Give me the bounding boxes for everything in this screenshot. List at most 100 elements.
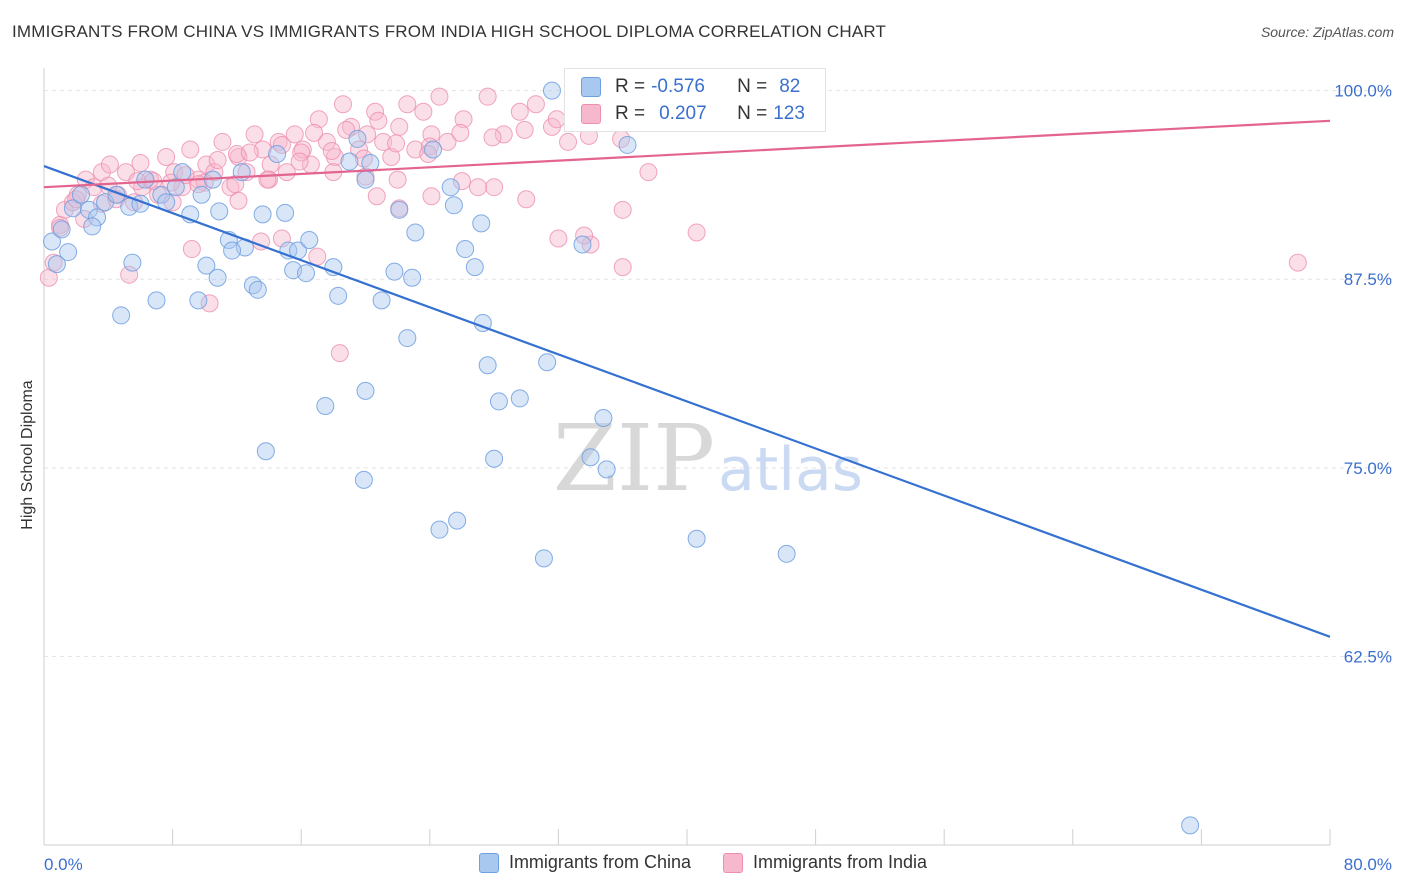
china-point <box>356 381 375 400</box>
y-tick-label: 62.5% <box>1344 647 1392 666</box>
y-tick-label: 100.0% <box>1334 82 1392 101</box>
china-point <box>256 442 275 461</box>
china-point <box>581 448 600 467</box>
axes <box>43 68 1331 846</box>
chart-title: IMMIGRANTS FROM CHINA VS IMMIGRANTS FROM… <box>12 22 887 41</box>
india-point <box>333 95 352 114</box>
china-point <box>777 544 796 563</box>
grid-lines <box>44 90 1392 657</box>
china-point <box>71 185 90 204</box>
china-point <box>472 214 491 233</box>
china-point <box>210 202 229 221</box>
watermark: ZIP atlas <box>553 405 863 512</box>
legend-label-china: Immigrants from China <box>508 852 691 872</box>
china-point <box>316 396 335 415</box>
india-point <box>430 87 449 106</box>
china-point <box>361 154 380 173</box>
china-point <box>276 203 295 222</box>
india-point <box>182 240 201 259</box>
india-point <box>208 151 227 170</box>
china-point <box>329 286 348 305</box>
india-points <box>39 87 1307 363</box>
india-point <box>687 223 706 242</box>
india-point <box>227 144 246 163</box>
india-point <box>240 143 259 162</box>
china-point <box>208 268 227 287</box>
india-point <box>451 123 470 142</box>
watermark-zip: ZIP <box>553 405 715 512</box>
india-point <box>277 163 296 182</box>
india-point <box>613 200 632 219</box>
y-tick-label: 87.5% <box>1344 270 1392 289</box>
india-r-value: 0.207 <box>659 103 707 124</box>
india-point <box>369 111 388 130</box>
china-point <box>268 144 287 163</box>
china-point <box>340 152 359 171</box>
india-point <box>388 170 407 189</box>
india-n-label: N = <box>737 103 768 124</box>
india-point <box>387 134 406 153</box>
china-point <box>248 280 267 299</box>
x-tick-label: 0.0% <box>44 855 83 874</box>
china-point <box>47 255 66 274</box>
china-point <box>173 163 192 182</box>
china-point <box>618 135 637 154</box>
india-point <box>1288 253 1307 272</box>
china-point <box>136 170 155 189</box>
india-point <box>414 102 433 121</box>
india-point <box>438 132 457 151</box>
india-point <box>285 125 304 144</box>
china-point <box>534 549 553 568</box>
india-point <box>398 95 417 114</box>
china-point <box>594 409 613 428</box>
india-point <box>420 137 439 156</box>
legend-swatch-india <box>723 852 743 873</box>
china-r-label: R = <box>615 76 646 97</box>
china-swatch <box>581 77 601 97</box>
china-point <box>406 223 425 242</box>
india-point <box>485 178 504 197</box>
india-r-label: R = <box>615 103 646 124</box>
china-point <box>542 81 561 100</box>
china-point <box>510 389 529 408</box>
china-point <box>253 205 272 224</box>
source-label: Source: ZipAtlas.com <box>1260 24 1394 40</box>
india-point <box>229 148 248 167</box>
china-point <box>63 199 82 218</box>
legend-item-china[interactable]: Immigrants from China <box>478 852 691 873</box>
china-point <box>43 232 62 251</box>
india-point <box>120 265 139 284</box>
india-point <box>483 128 502 147</box>
china-n-value: 82 <box>779 76 801 97</box>
y-tick-label: 75.0% <box>1344 459 1392 478</box>
india-point <box>559 132 578 151</box>
india-point <box>390 117 409 136</box>
legend-item-india[interactable]: Immigrants from India <box>723 852 927 873</box>
india-point <box>469 178 488 197</box>
legend-label-india: Immigrants from India <box>753 852 928 872</box>
china-point <box>403 268 422 287</box>
india-point <box>494 125 513 144</box>
watermark-atlas: atlas <box>718 435 863 505</box>
china-point <box>300 230 319 249</box>
india-point <box>181 140 200 159</box>
stats-row-china: R = -0.576 N = 82 <box>581 74 800 100</box>
china-point <box>297 264 316 283</box>
india-point <box>330 344 349 363</box>
india-point <box>382 148 401 167</box>
china-trend-line <box>43 165 1331 638</box>
india-swatch <box>581 104 601 124</box>
china-point <box>478 356 497 375</box>
china-point <box>197 256 216 275</box>
china-point <box>112 306 131 325</box>
china-point <box>687 529 706 548</box>
india-point <box>44 253 63 272</box>
china-point <box>424 140 443 159</box>
india-point <box>200 294 219 313</box>
india-point <box>422 187 441 206</box>
india-point <box>510 102 529 121</box>
china-point <box>430 520 449 539</box>
china-point <box>192 185 211 204</box>
x-tick-label: 80.0% <box>1344 855 1392 874</box>
china-point <box>444 196 463 215</box>
